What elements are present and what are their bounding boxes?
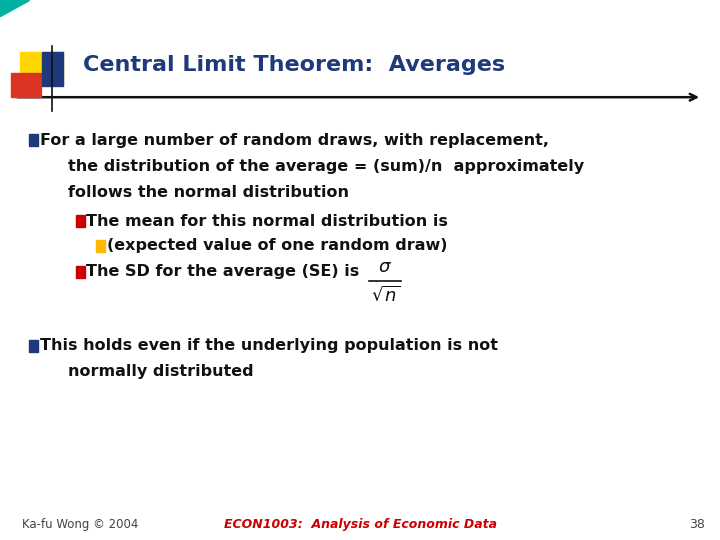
Text: ECON1003:  Analysis of Economic Data: ECON1003: Analysis of Economic Data (223, 518, 497, 531)
Text: The SD for the average (SE) is: The SD for the average (SE) is (86, 264, 360, 279)
Text: Central Limit Theorem:  Averages: Central Limit Theorem: Averages (83, 55, 505, 75)
Text: follows the normal distribution: follows the normal distribution (68, 185, 349, 200)
Text: $\sqrt{n}$: $\sqrt{n}$ (371, 286, 400, 305)
Text: 38: 38 (689, 518, 705, 531)
Text: For a large number of random draws, with replacement,: For a large number of random draws, with… (40, 133, 549, 148)
Text: the distribution of the average = (sum)/n  approximately: the distribution of the average = (sum)/… (68, 159, 585, 174)
Text: This holds even if the underlying population is not: This holds even if the underlying popula… (40, 338, 498, 353)
Text: (expected value of one random draw): (expected value of one random draw) (107, 238, 447, 253)
Text: Ka-fu Wong © 2004: Ka-fu Wong © 2004 (22, 518, 138, 531)
Text: $\sigma$: $\sigma$ (378, 258, 392, 276)
Text: normally distributed: normally distributed (68, 364, 254, 379)
Text: The mean for this normal distribution is: The mean for this normal distribution is (86, 214, 449, 229)
